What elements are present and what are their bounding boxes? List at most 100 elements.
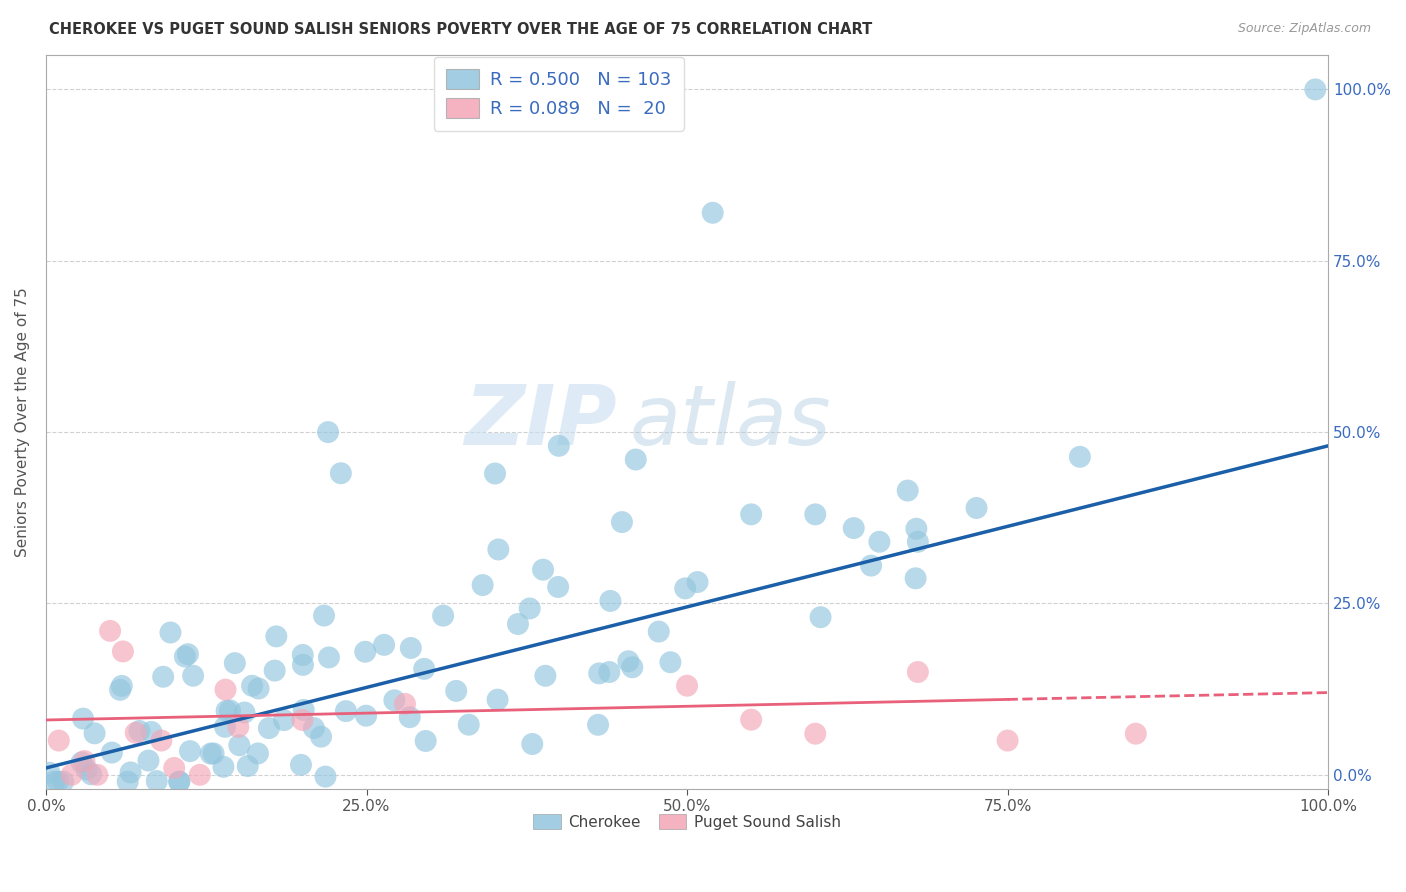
Point [354, 645, 377, 659]
Point [86, 768, 108, 782]
Point [70, 756, 93, 770]
Text: Source: ZipAtlas.com: Source: ZipAtlas.com [1237, 22, 1371, 36]
Point [398, 710, 420, 724]
Point [547, 580, 569, 594]
Point [181, 669, 204, 683]
Point [73, 754, 96, 768]
Point [444, 684, 467, 698]
Point [484, 467, 506, 481]
Point [621, 660, 644, 674]
Point [586, 718, 609, 732]
Point [291, 713, 314, 727]
Point [373, 638, 395, 652]
Point [907, 534, 929, 549]
Point [240, 679, 263, 693]
Point [966, 500, 988, 515]
Point [228, 738, 250, 752]
Point [415, 734, 437, 748]
Point [233, 706, 256, 720]
Point [486, 542, 509, 557]
Point [247, 681, 270, 696]
Point [897, 483, 920, 498]
Point [676, 679, 699, 693]
Point [599, 594, 621, 608]
Point [309, 730, 332, 744]
Point [457, 717, 479, 731]
Point [152, 670, 174, 684]
Point [200, 747, 222, 761]
Point [219, 703, 242, 717]
Point [1305, 82, 1327, 96]
Point [236, 759, 259, 773]
Point [167, 774, 190, 789]
Point [302, 721, 325, 735]
Point [111, 679, 134, 693]
Y-axis label: Seniors Poverty Over the Age of 75: Seniors Poverty Over the Age of 75 [15, 287, 30, 557]
Point [598, 665, 620, 679]
Point [212, 760, 235, 774]
Point [740, 713, 762, 727]
Point [354, 708, 377, 723]
Point [868, 534, 890, 549]
Text: atlas: atlas [630, 382, 831, 462]
Point [291, 648, 314, 662]
Point [842, 521, 865, 535]
Point [907, 665, 929, 679]
Point [60, 768, 83, 782]
Point [471, 578, 494, 592]
Point [214, 682, 236, 697]
Point [522, 737, 544, 751]
Point [804, 727, 827, 741]
Point [138, 754, 160, 768]
Point [52, 774, 75, 789]
Point [904, 571, 927, 585]
Point [432, 608, 454, 623]
Point [117, 774, 139, 789]
Point [214, 720, 236, 734]
Point [98, 624, 121, 638]
Point [76, 763, 98, 777]
Point [486, 692, 509, 706]
Point [860, 558, 883, 573]
Point [125, 726, 148, 740]
Point [329, 467, 352, 481]
Text: CHEROKEE VS PUGET SOUND SALISH SENIORS POVERTY OVER THE AGE OF 75 CORRELATION CH: CHEROKEE VS PUGET SOUND SALISH SENIORS P… [49, 22, 873, 37]
Point [659, 655, 682, 669]
Point [257, 721, 280, 735]
Point [648, 624, 671, 639]
Point [290, 757, 312, 772]
Point [141, 725, 163, 739]
Point [610, 515, 633, 529]
Point [335, 704, 357, 718]
Point [312, 608, 335, 623]
Point [673, 582, 696, 596]
Point [506, 617, 529, 632]
Point [173, 649, 195, 664]
Point [179, 744, 201, 758]
Point [686, 575, 709, 590]
Point [519, 601, 541, 615]
Point [617, 654, 640, 668]
Point [318, 650, 340, 665]
Point [177, 647, 200, 661]
Point [224, 656, 246, 670]
Point [80, 767, 103, 781]
Point [804, 508, 827, 522]
Text: ZIP: ZIP [464, 382, 617, 462]
Point [314, 770, 336, 784]
Point [413, 662, 436, 676]
Point [291, 657, 314, 672]
Point [46, 774, 69, 789]
Point [316, 425, 339, 439]
Point [905, 522, 928, 536]
Point [38, 765, 60, 780]
Point [159, 625, 181, 640]
Point [120, 765, 142, 780]
Point [163, 761, 186, 775]
Point [101, 746, 124, 760]
Point [169, 774, 191, 789]
Point [382, 693, 405, 707]
Point [108, 682, 131, 697]
Point [1125, 727, 1147, 741]
Point [547, 439, 569, 453]
